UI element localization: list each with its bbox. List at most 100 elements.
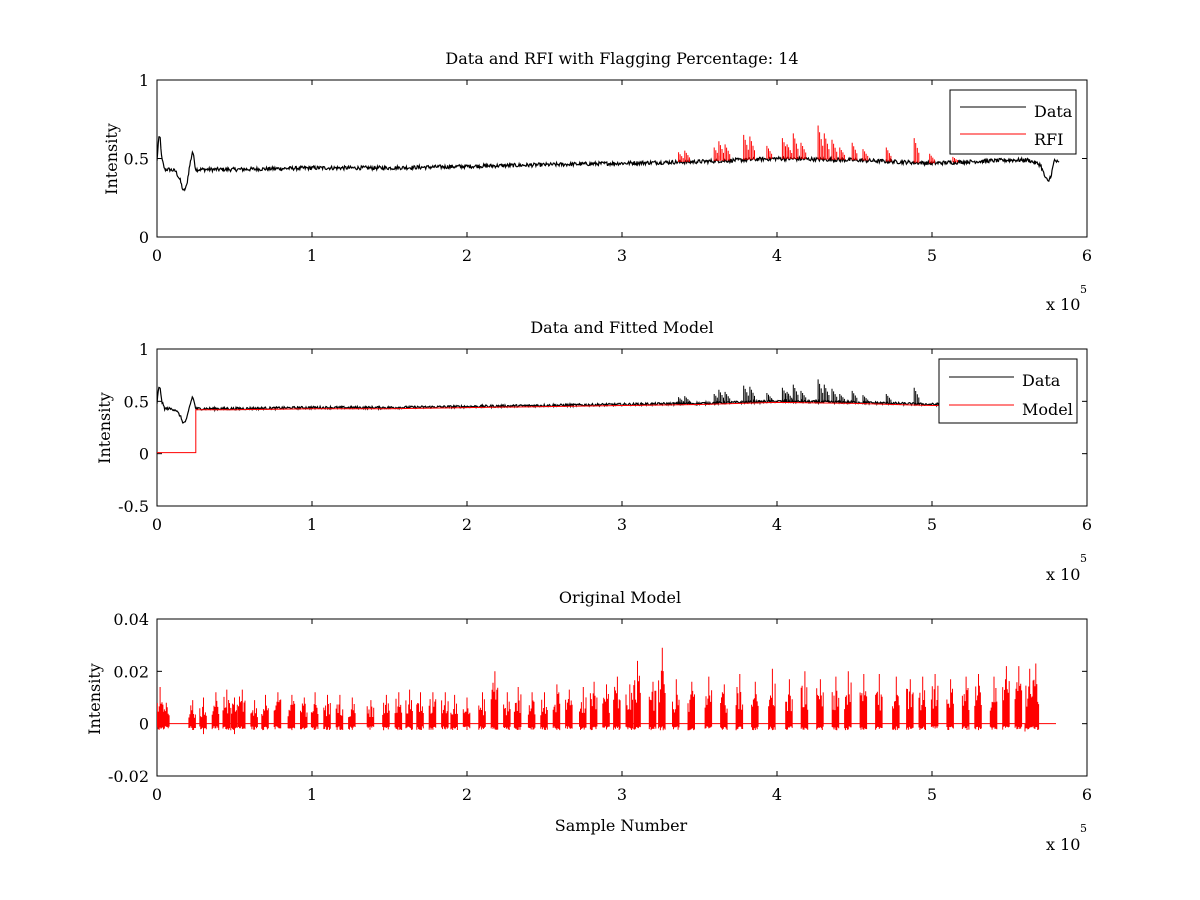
series-rfi-spike xyxy=(766,145,773,159)
series-original-model-spike xyxy=(625,684,633,730)
series-original-model-spike xyxy=(416,692,424,730)
series-original-model-spike xyxy=(300,697,308,730)
x-tick-label: 5 xyxy=(927,515,937,534)
x-tick-label: 0 xyxy=(152,246,162,265)
series-original-model-spike xyxy=(892,676,900,731)
series-rfi-spike xyxy=(781,138,788,159)
panel-1-x-exponent: 5 xyxy=(1080,283,1087,296)
series-original-model-spike xyxy=(366,700,375,730)
series-data-spike xyxy=(749,386,755,402)
series-original-model-spike xyxy=(230,697,238,731)
series-original-model-spike xyxy=(382,694,390,731)
series-original-model-spike xyxy=(974,674,982,731)
x-tick-label: 1 xyxy=(307,246,317,265)
series-original-model-spike xyxy=(513,687,522,730)
panel-1-legend: Data RFI xyxy=(949,89,1077,155)
series-original-model-spike xyxy=(720,684,728,730)
series-data-spike xyxy=(913,387,920,405)
series-data-spike xyxy=(862,395,869,403)
x-tick-label: 5 xyxy=(927,246,937,265)
x-tick-label: 6 xyxy=(1082,246,1092,265)
panel-2-ylabel: Intensity xyxy=(95,392,114,464)
panel-3: Original Model Intensity 0 1 2 3 4 5 6-0.0200.… xyxy=(85,588,1092,854)
series-rfi-spike xyxy=(913,138,920,163)
series-original-model-spike xyxy=(394,692,403,731)
series-original-model-spike xyxy=(211,692,220,731)
series-original-model-spike xyxy=(906,679,914,730)
series-original-model-spike xyxy=(310,692,319,730)
panel-1-ylabel: Intensity xyxy=(102,123,121,195)
panel-2-x-exponent: 5 xyxy=(1080,552,1087,565)
panel-3-title: Original Model xyxy=(559,588,681,607)
series-original-model-spike xyxy=(735,674,744,731)
series-original-model-spike xyxy=(1031,663,1040,730)
x-tick-label: 3 xyxy=(617,785,627,804)
series-original-model-spike xyxy=(552,684,561,731)
series-rfi-spike xyxy=(749,136,755,160)
panel-1: Data and RFI with Flagging Percentage: 1… xyxy=(102,49,1092,314)
series-rfi-spike xyxy=(851,142,858,161)
series-original-model-spike xyxy=(490,671,499,730)
series-data-spike xyxy=(678,397,684,404)
panel-3-x-exponent: 5 xyxy=(1080,822,1087,835)
plot-clip xyxy=(157,379,1057,454)
series-data-spike xyxy=(831,388,838,403)
series-original-model-spike xyxy=(157,687,164,730)
x-tick-label: 2 xyxy=(462,246,472,265)
series-original-model-spike xyxy=(503,692,511,730)
series-original-model-spike xyxy=(613,676,621,730)
series-original-model-spike xyxy=(527,692,536,730)
series-original-model-spike xyxy=(751,681,759,731)
series-rfi-spike xyxy=(684,150,690,162)
series-original-model-spike xyxy=(335,694,344,730)
series-original-model-spike xyxy=(222,689,230,730)
x-tick-label: 6 xyxy=(1082,785,1092,804)
series-original-model-spike xyxy=(859,674,868,730)
x-tick-label: 4 xyxy=(772,246,782,265)
y-tick-label: 1 xyxy=(139,71,149,90)
series-original-model-spike xyxy=(323,694,331,730)
y-tick-label: 0.5 xyxy=(124,392,149,411)
series-original-model-spike xyxy=(450,694,458,730)
panel-3-ylabel: Intensity xyxy=(85,663,104,735)
series-rfi-spike xyxy=(800,142,807,159)
series-original-model-spike xyxy=(238,689,246,729)
series-original-model-spike xyxy=(648,681,657,731)
series-data-spike xyxy=(800,390,807,402)
series-original-model-spike xyxy=(946,679,954,730)
x-tick-label: 4 xyxy=(772,515,782,534)
x-tick-label: 0 xyxy=(152,785,162,804)
series-original-model-spike xyxy=(633,660,641,730)
series-original-model-spike xyxy=(672,679,680,730)
series-rfi-spike xyxy=(743,134,749,160)
series-data-spike xyxy=(766,393,773,402)
x-tick-label: 1 xyxy=(307,515,317,534)
y-tick-label: 0 xyxy=(139,715,149,734)
panel-3-xlabel: Sample Number xyxy=(555,816,688,835)
panel-2-plot-area: 0 1 2 3 4 5 6-0.500.51 xyxy=(118,340,1092,534)
series-original-model-spike xyxy=(188,700,196,730)
series-original-model-spike xyxy=(589,681,598,731)
x-tick-label: 3 xyxy=(617,246,627,265)
series-original-model-spike xyxy=(768,668,776,731)
panel-2-legend-model-label: Model xyxy=(1022,400,1073,419)
series-original-model-spike xyxy=(428,692,437,730)
series-original-model-spike xyxy=(1014,666,1023,730)
y-tick-label: 0.02 xyxy=(113,662,149,681)
series-original-model-spike xyxy=(785,679,793,730)
series-original-model-spike xyxy=(540,692,548,730)
series-original-model-spike xyxy=(831,676,840,731)
x-tick-label: 3 xyxy=(617,515,627,534)
panel-2-title: Data and Fitted Model xyxy=(530,318,713,337)
series-data-line xyxy=(157,136,1060,192)
panel-2: Data and Fitted Model Intensity 0 1 2 3 4 5 6 -… xyxy=(95,318,1092,584)
series-original-model-spike xyxy=(875,674,883,730)
series-original-model-spike xyxy=(565,689,573,729)
series-rfi-spike xyxy=(786,144,793,159)
plot-clip xyxy=(157,125,1060,192)
series-original-model-spike xyxy=(273,692,282,730)
series-original-model-spike xyxy=(348,697,356,730)
x-tick-label: 0 xyxy=(152,515,162,534)
